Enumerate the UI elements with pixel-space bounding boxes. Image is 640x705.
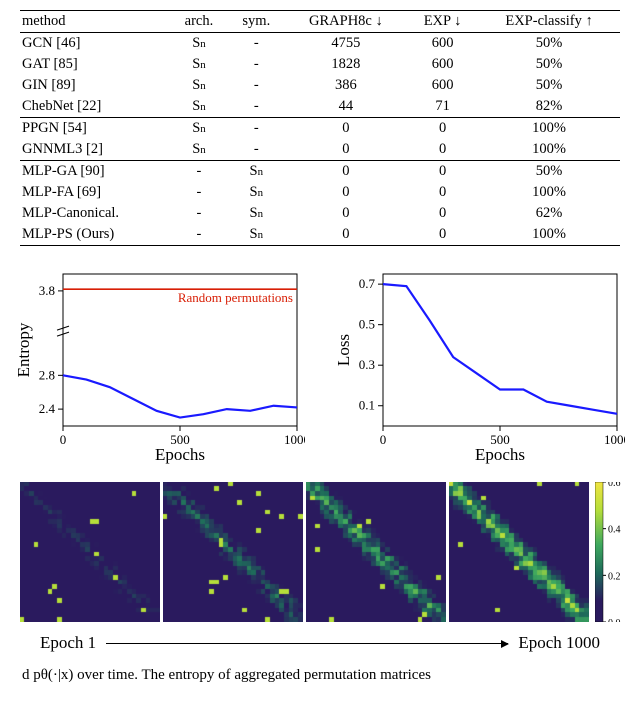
svg-text:3.8: 3.8: [39, 283, 55, 298]
arrow-icon: [106, 643, 508, 644]
table-row: GAT [85]Sn-182860050%: [20, 54, 620, 75]
svg-text:Loss: Loss: [335, 334, 353, 366]
svg-text:0.4: 0.4: [608, 525, 621, 536]
heatmap-panel: [20, 482, 160, 622]
table-row: PPGN [54]Sn-00100%: [20, 118, 620, 140]
svg-text:Epochs: Epochs: [475, 445, 525, 464]
svg-text:0.0: 0.0: [608, 618, 621, 622]
heatmap-panel: [163, 482, 303, 622]
epoch-end-label: Epoch 1000: [518, 633, 600, 653]
caption-fragment: d pθ(·|x) over time. The entropy of aggr…: [20, 667, 620, 684]
epoch-start-label: Epoch 1: [40, 633, 96, 653]
svg-text:0.1: 0.1: [359, 398, 375, 413]
svg-text:0: 0: [380, 432, 387, 447]
table-row: GIN [89]Sn-38660050%: [20, 75, 620, 96]
svg-text:1000: 1000: [604, 432, 625, 447]
table-row: GCN [46]Sn-475560050%: [20, 33, 620, 55]
col-header: GRAPH8c ↓: [285, 11, 407, 33]
table-row: GNNML3 [2]Sn-00100%: [20, 139, 620, 161]
col-header: arch.: [170, 11, 228, 33]
charts-row: 2.42.83.805001000Random permutationsEntr…: [20, 264, 620, 464]
entropy-chart: 2.42.83.805001000Random permutationsEntr…: [15, 264, 305, 464]
svg-text:1000: 1000: [284, 432, 305, 447]
svg-text:2.8: 2.8: [39, 367, 55, 382]
heatmap-panel: [306, 482, 446, 622]
heatmap-row: 0.0 0.2 0.4 0.6: [20, 482, 620, 627]
table-row: MLP-GA [90]-Sn0050%: [20, 161, 620, 183]
svg-text:Entropy: Entropy: [15, 322, 33, 377]
loss-chart: 0.10.30.50.705001000LossEpochs: [335, 264, 625, 464]
table-row: ChebNet [22]Sn-447182%: [20, 96, 620, 118]
col-header: EXP ↓: [407, 11, 478, 33]
svg-text:2.4: 2.4: [39, 401, 56, 416]
heatmap-panel: [449, 482, 589, 622]
table-row: MLP-PS (Ours)-Sn00100%: [20, 224, 620, 246]
svg-text:0: 0: [60, 432, 67, 447]
svg-text:0.6: 0.6: [608, 482, 621, 489]
table-row: MLP-Canonical.-Sn0062%: [20, 203, 620, 224]
svg-text:0.5: 0.5: [359, 317, 375, 332]
svg-text:Random permutations: Random permutations: [178, 290, 293, 305]
col-header: sym.: [228, 11, 285, 33]
svg-text:0.3: 0.3: [359, 357, 375, 372]
colorbar: 0.0 0.2 0.4 0.6: [595, 482, 621, 627]
col-header: method: [20, 11, 170, 33]
svg-text:0.7: 0.7: [359, 276, 376, 291]
heatmap-caption: Epoch 1 Epoch 1000: [20, 633, 620, 653]
svg-text:0.2: 0.2: [608, 571, 621, 582]
results-table: methodarch.sym.GRAPH8c ↓EXP ↓EXP-classif…: [20, 10, 620, 246]
svg-text:Epochs: Epochs: [155, 445, 205, 464]
table-row: MLP-FA [69]-Sn00100%: [20, 182, 620, 203]
col-header: EXP-classify ↑: [478, 11, 620, 33]
